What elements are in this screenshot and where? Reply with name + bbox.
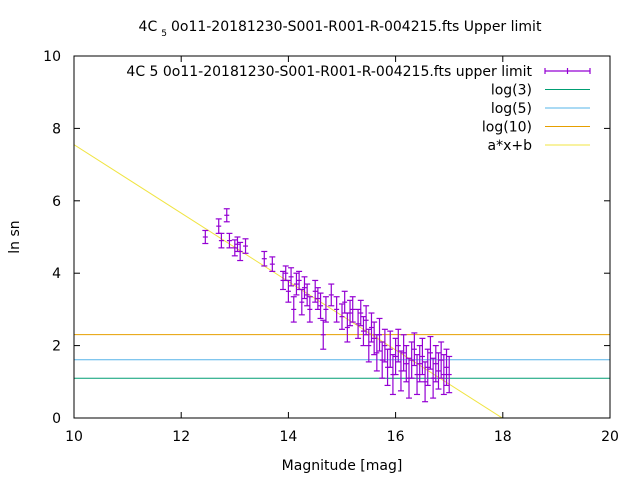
data-point: [237, 241, 244, 262]
y-axis-ticks: 0 2 4 6 8 10: [43, 49, 610, 427]
data-point: [430, 357, 437, 399]
data-point: [298, 288, 305, 316]
x-axis-ticks: 10 12 14 16 18 20: [65, 56, 619, 445]
data-point: [306, 296, 313, 323]
data-point: [314, 287, 321, 310]
data-point: [218, 232, 225, 249]
data-point: [231, 239, 238, 257]
y-tick-label: 2: [52, 339, 61, 355]
y-tick-label: 8: [52, 121, 61, 137]
data-point: [408, 341, 415, 379]
data-point: [363, 305, 370, 336]
data-point: [320, 319, 327, 350]
data-point: [392, 337, 399, 376]
data-point: [269, 256, 276, 272]
data-point: [226, 232, 233, 249]
data-point: [312, 279, 319, 303]
chart-title-suffix: 0o11-20181230-S001-R001-R-004215.fts Upp…: [171, 19, 542, 35]
legend-label: log(3): [491, 83, 532, 99]
x-axis-label: Magnitude [mag]: [282, 458, 403, 474]
data-point: [317, 292, 324, 320]
data-point: [438, 341, 445, 379]
data-point: [261, 250, 268, 267]
data-point: [371, 321, 378, 356]
x-tick-label: 10: [65, 429, 83, 445]
data-point: [333, 296, 340, 323]
data-point: [242, 238, 249, 254]
data-point: [215, 218, 222, 234]
data-point: [202, 229, 209, 245]
legend-label: log(5): [491, 101, 532, 117]
y-tick-label: 4: [52, 266, 61, 282]
y-axis-label: ln sn: [7, 220, 23, 253]
x-tick-label: 18: [494, 429, 512, 445]
data-point: [376, 317, 383, 352]
y-tick-label: 10: [43, 49, 61, 65]
data-point: [416, 345, 423, 383]
data-point: [288, 267, 295, 287]
chart-title-subscript: 5: [161, 29, 167, 39]
data-point: [432, 345, 439, 383]
data-point: [424, 348, 431, 387]
data-point: [419, 337, 426, 376]
data-point: [360, 316, 367, 347]
x-tick-label: 14: [279, 429, 297, 445]
data-point: [347, 299, 354, 327]
data-point: [365, 328, 372, 363]
data-point: [387, 330, 394, 368]
horizontal-lines: [74, 334, 610, 379]
data-point: [381, 328, 388, 363]
errorbar-series: [202, 208, 453, 403]
data-point: [223, 208, 230, 223]
data-point: [440, 354, 447, 396]
y-tick-label: 0: [52, 411, 61, 427]
data-point: [414, 354, 421, 396]
data-point: [411, 332, 418, 367]
x-tick-label: 12: [172, 429, 190, 445]
chart-title-prefix: 4C: [139, 19, 158, 35]
data-point: [427, 335, 434, 370]
data-point: [328, 283, 335, 307]
data-point: [355, 308, 362, 339]
y-tick-label: 6: [52, 194, 61, 210]
data-point: [368, 312, 375, 343]
data-point: [301, 276, 308, 300]
data-point: [349, 296, 356, 323]
data-point: [293, 272, 300, 296]
legend-label: 4C 5 0o11-20181230-S001-R001-R-004215.ft…: [126, 64, 532, 80]
plot-frame: [73, 55, 611, 419]
legend-label: a*x+b: [488, 138, 533, 154]
data-point: [322, 296, 329, 323]
data-point: [435, 352, 442, 390]
data-point: [443, 348, 450, 387]
x-tick-label: 16: [387, 429, 405, 445]
data-point: [304, 283, 311, 307]
legend: 4C 5 0o11-20181230-S001-R001-R-004215.ft…: [126, 64, 591, 154]
data-point: [290, 296, 297, 323]
data-point: [395, 328, 402, 363]
chart-title: 4C 5 0o11-20181230-S001-R001-R-004215.fts …: [139, 19, 542, 39]
data-point: [379, 341, 386, 379]
data-point: [400, 334, 407, 372]
data-point: [339, 303, 345, 330]
data-point: [403, 345, 410, 383]
data-point: [422, 361, 429, 403]
data-point: [357, 299, 364, 327]
data-point: [446, 355, 453, 394]
legend-label: log(10): [482, 120, 532, 136]
data-point: [285, 279, 292, 303]
x-tick-label: 20: [601, 429, 619, 445]
